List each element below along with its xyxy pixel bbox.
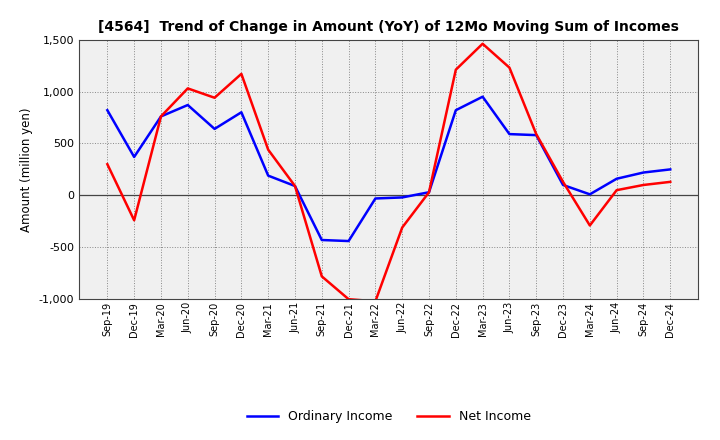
Net Income: [130, 218, 138, 223]
Net Income: [478, 41, 487, 46]
Legend: Ordinary Income, Net Income: Ordinary Income, Net Income: [242, 405, 536, 428]
Net Income: [184, 86, 192, 91]
Ordinary Income: [184, 103, 192, 108]
Net Income: [505, 65, 514, 70]
Net Income: [639, 182, 648, 187]
Net Income: [264, 147, 272, 152]
Ordinary Income: [371, 196, 379, 201]
Net Income: [237, 71, 246, 77]
Ordinary Income: [559, 182, 567, 187]
Net Income: [371, 299, 379, 304]
Ordinary Income: [666, 167, 675, 172]
Net Income: [157, 114, 166, 119]
Net Income: [585, 223, 594, 228]
Ordinary Income: [264, 173, 272, 178]
Ordinary Income: [639, 170, 648, 175]
Net Income: [559, 179, 567, 184]
Ordinary Income: [425, 190, 433, 195]
Ordinary Income: [478, 94, 487, 99]
Y-axis label: Amount (million yen): Amount (million yen): [20, 107, 33, 231]
Net Income: [398, 225, 407, 230]
Line: Net Income: Net Income: [107, 44, 670, 301]
Ordinary Income: [532, 132, 541, 138]
Net Income: [612, 187, 621, 193]
Net Income: [666, 179, 675, 184]
Title: [4564]  Trend of Change in Amount (YoY) of 12Mo Moving Sum of Incomes: [4564] Trend of Change in Amount (YoY) o…: [99, 20, 679, 34]
Line: Ordinary Income: Ordinary Income: [107, 97, 670, 241]
Net Income: [344, 297, 353, 302]
Ordinary Income: [103, 107, 112, 113]
Net Income: [451, 67, 460, 72]
Ordinary Income: [398, 195, 407, 200]
Ordinary Income: [344, 238, 353, 244]
Ordinary Income: [130, 154, 138, 160]
Net Income: [291, 183, 300, 189]
Ordinary Income: [210, 126, 219, 132]
Net Income: [425, 190, 433, 195]
Net Income: [318, 274, 326, 279]
Net Income: [210, 95, 219, 100]
Ordinary Income: [318, 237, 326, 242]
Ordinary Income: [612, 176, 621, 181]
Net Income: [532, 132, 541, 137]
Ordinary Income: [585, 192, 594, 197]
Ordinary Income: [451, 107, 460, 113]
Ordinary Income: [505, 132, 514, 137]
Ordinary Income: [237, 110, 246, 115]
Net Income: [103, 161, 112, 167]
Ordinary Income: [157, 114, 166, 119]
Ordinary Income: [291, 183, 300, 189]
